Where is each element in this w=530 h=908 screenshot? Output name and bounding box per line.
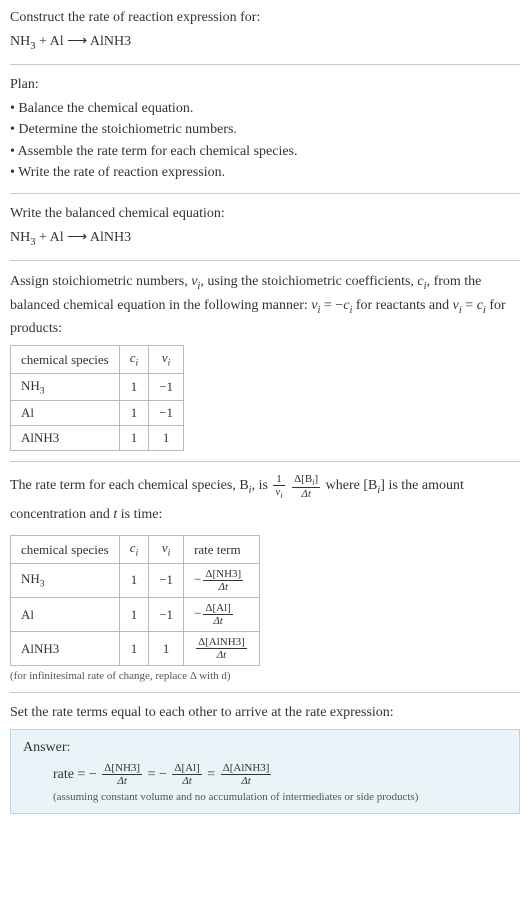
plan-bullet-2: • Determine the stoichiometric numbers. <box>10 120 520 140</box>
cell-species: NH3 <box>11 563 120 597</box>
stoich-rel1-eq: = − <box>320 298 343 313</box>
th-nu: νi <box>149 346 184 374</box>
cell-rate: Δ[AlNH3]Δt <box>184 632 260 666</box>
assumption-note: (assuming constant volume and no accumul… <box>23 791 507 803</box>
th-c: ci <box>119 536 149 564</box>
table-row: Al 1 −1 −Δ[Al]Δt <box>11 597 260 631</box>
th-rate: rate term <box>184 536 260 564</box>
rate-term-2: Δ[Al]Δt <box>172 762 201 787</box>
cell-c: 1 <box>119 426 149 451</box>
cell-species: Al <box>11 401 120 426</box>
final-section: Set the rate terms equal to each other t… <box>10 703 520 814</box>
plan-title: Plan: <box>10 75 520 95</box>
balanced-title: Write the balanced chemical equation: <box>10 204 520 224</box>
table-row: AlNH3 1 1 Δ[AlNH3]Δt <box>11 632 260 666</box>
answer-box: Answer: rate = − Δ[NH3]Δt = − Δ[Al]Δt = … <box>10 729 520 814</box>
frac-one-over-nu: 1 νi <box>273 473 284 500</box>
answer-label: Answer: <box>23 740 507 756</box>
rt-intro-3: where [B <box>326 478 378 493</box>
rateterm-section: The rate term for each chemical species,… <box>10 472 520 682</box>
stoich-intro-1: Assign stoichiometric numbers, <box>10 274 191 289</box>
rateterm-table: chemical species ci νi rate term NH3 1 −… <box>10 535 260 666</box>
table-row: Al 1 −1 <box>11 401 184 426</box>
separator <box>10 193 520 194</box>
cell-species: NH3 <box>11 373 120 401</box>
rate-eq-2: = <box>207 767 218 782</box>
balanced-section: Write the balanced chemical equation: NH… <box>10 204 520 250</box>
cell-rate: −Δ[NH3]Δt <box>184 563 260 597</box>
stoich-intro: Assign stoichiometric numbers, νi, using… <box>10 271 520 339</box>
stoich-intro-2: , using the stoichiometric coefficients, <box>200 274 417 289</box>
plan-bullet-3: • Assemble the rate term for each chemic… <box>10 142 520 162</box>
final-title: Set the rate terms equal to each other t… <box>10 703 520 723</box>
cell-c: 1 <box>119 373 149 401</box>
separator <box>10 461 520 462</box>
cell-species: AlNH3 <box>11 426 120 451</box>
th-nu: νi <box>149 536 184 564</box>
bal-nh3: NH <box>10 230 30 245</box>
cell-nu: −1 <box>149 401 184 426</box>
stoich-rel2-eq: = <box>462 298 477 313</box>
plan-bullet-4: • Write the rate of reaction expression. <box>10 163 520 183</box>
th-c: ci <box>119 346 149 374</box>
infinitesimal-note: (for infinitesimal rate of change, repla… <box>10 670 520 682</box>
stoich-rel1-post: for reactants and <box>352 298 452 313</box>
table-row: NH3 1 −1 −Δ[NH3]Δt <box>11 563 260 597</box>
rate-eq-label: rate = − <box>53 767 97 782</box>
cell-c: 1 <box>119 632 149 666</box>
eq-nh3: NH <box>10 34 30 49</box>
rateterm-intro: The rate term for each chemical species,… <box>10 472 520 529</box>
plan-section: Plan: • Balance the chemical equation. •… <box>10 75 520 183</box>
table-row: NH3 1 −1 <box>11 373 184 401</box>
rt-intro-1: The rate term for each chemical species,… <box>10 478 249 493</box>
prompt-text: Construct the rate of reaction expressio… <box>10 8 520 28</box>
table-row: AlNH3 1 1 <box>11 426 184 451</box>
rt-intro-5: is time: <box>117 507 162 522</box>
stoich-table: chemical species ci νi NH3 1 −1 Al 1 −1 … <box>10 345 184 451</box>
plan-bullet-1: • Balance the chemical equation. <box>10 99 520 119</box>
rt-intro-2: , is <box>252 478 272 493</box>
separator <box>10 260 520 261</box>
cell-species: AlNH3 <box>11 632 120 666</box>
cell-nu: 1 <box>149 632 184 666</box>
frac-dbi-dt: Δ[Bi] Δt <box>292 473 320 500</box>
balanced-equation: NH3 + Al ⟶ AlNH3 <box>10 228 520 250</box>
cell-species: Al <box>11 597 120 631</box>
cell-c: 1 <box>119 563 149 597</box>
table-header-row: chemical species ci νi rate term <box>11 536 260 564</box>
eq-rest: + Al ⟶ AlNH3 <box>35 34 131 49</box>
separator <box>10 64 520 65</box>
bal-rest: + Al ⟶ AlNH3 <box>35 230 131 245</box>
th-species: chemical species <box>11 346 120 374</box>
cell-nu: −1 <box>149 597 184 631</box>
table-header-row: chemical species ci νi <box>11 346 184 374</box>
problem-statement: Construct the rate of reaction expressio… <box>10 8 520 54</box>
cell-nu: −1 <box>149 373 184 401</box>
rate-term-1: Δ[NH3]Δt <box>102 762 142 787</box>
rate-term-3: Δ[AlNH3]Δt <box>221 762 272 787</box>
cell-nu: 1 <box>149 426 184 451</box>
rate-eq-1: = − <box>148 767 167 782</box>
rate-expression: rate = − Δ[NH3]Δt = − Δ[Al]Δt = Δ[AlNH3]… <box>23 762 507 787</box>
th-species: chemical species <box>11 536 120 564</box>
stoich-section: Assign stoichiometric numbers, νi , using… <box>10 271 520 451</box>
separator <box>10 692 520 693</box>
unbalanced-equation: NH3 + Al ⟶ AlNH3 <box>10 32 520 54</box>
cell-c: 1 <box>119 401 149 426</box>
cell-rate: −Δ[Al]Δt <box>184 597 260 631</box>
cell-c: 1 <box>119 597 149 631</box>
cell-nu: −1 <box>149 563 184 597</box>
